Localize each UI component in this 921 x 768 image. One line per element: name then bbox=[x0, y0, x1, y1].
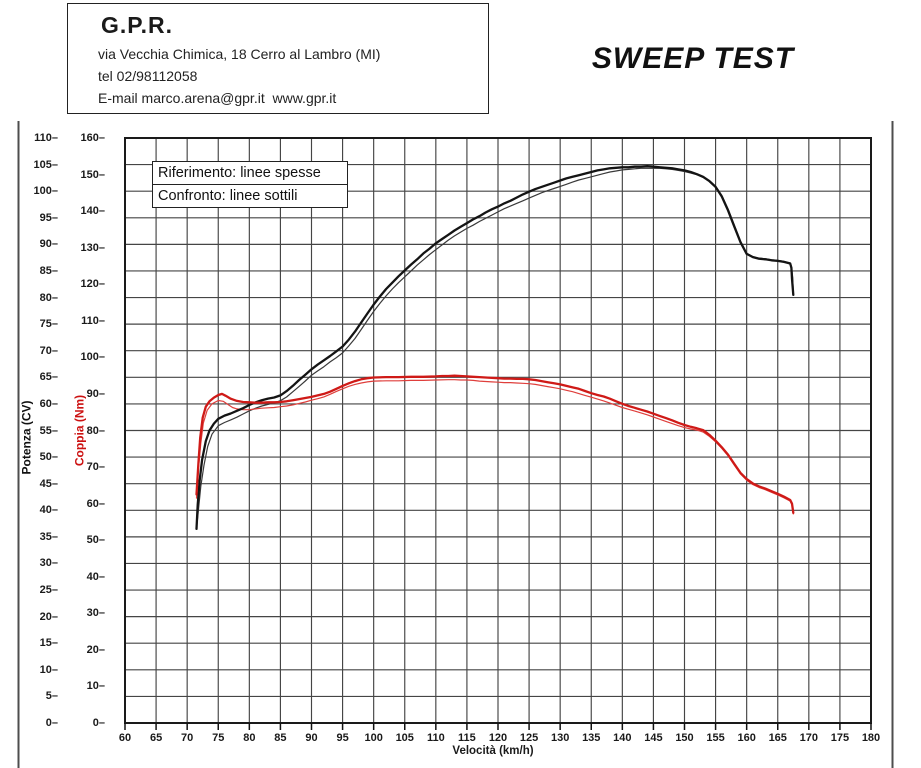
company-header-box: G.P.R. via Vecchia Chimica, 18 Cerro al … bbox=[67, 3, 489, 114]
curve-coppia-confronto-linea-sottile- bbox=[195, 379, 794, 515]
company-address: via Vecchia Chimica, 18 Cerro al Lambro … bbox=[98, 46, 381, 62]
company-name: G.P.R. bbox=[101, 12, 174, 38]
company-email: E-mail marco.arena@gpr.it www.gpr.it bbox=[98, 90, 337, 106]
curve-potenza-riferimento-linea-spessa- bbox=[195, 165, 795, 531]
page-title: SWEEP TEST bbox=[591, 42, 795, 75]
legend-comparison: Confronto: linee sottili bbox=[153, 184, 347, 207]
legend-box: Riferimento: linee spesse Confronto: lin… bbox=[152, 161, 348, 208]
legend-reference: Riferimento: linee spesse bbox=[153, 162, 347, 184]
curve-coppia-riferimento-linea-spessa- bbox=[195, 374, 795, 514]
company-phone: tel 02/98112058 bbox=[98, 68, 198, 84]
curve-potenza-confronto-linea-sottile- bbox=[195, 167, 794, 530]
